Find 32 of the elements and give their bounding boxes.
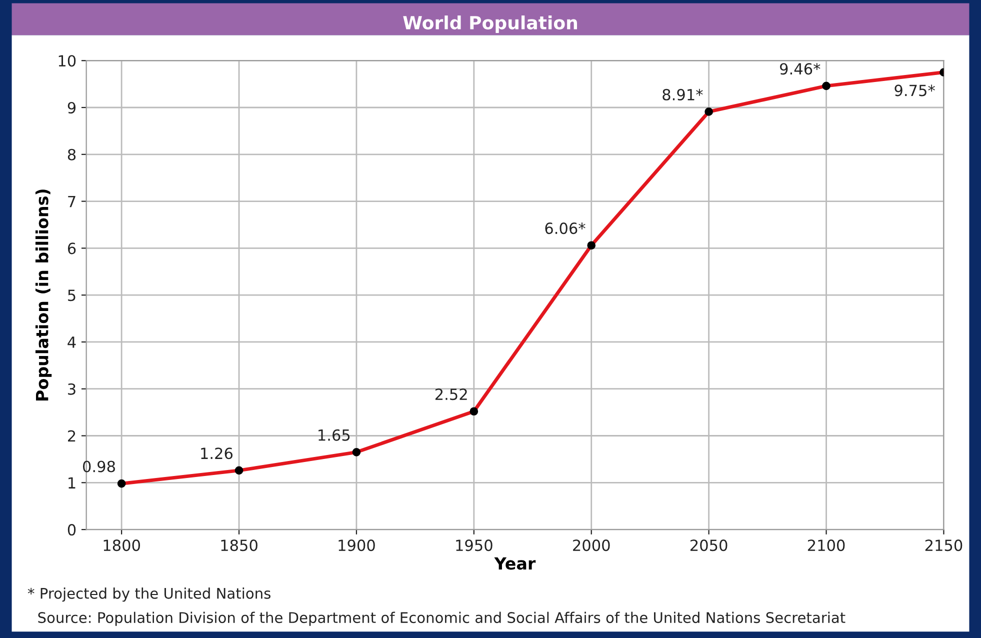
data-label: 6.06* — [545, 222, 586, 234]
y-tick-label: 1 — [68, 477, 76, 488]
y-tick-label: 8 — [68, 148, 76, 160]
y-tick-label: 5 — [68, 290, 76, 302]
y-tick-label: 0 — [68, 524, 76, 536]
x-tick-label: 2050 — [690, 540, 728, 552]
data-label: 9.75* — [894, 84, 935, 96]
x-tick-label: 1850 — [221, 540, 258, 552]
y-tick-label: 6 — [68, 242, 76, 254]
y-axis-title: Population (in billions) — [35, 190, 52, 400]
y-tick-label: 2 — [68, 430, 76, 442]
x-tick-label: 1950 — [456, 540, 492, 552]
x-axis-title: Year — [494, 557, 536, 570]
y-tick-label: 10 — [58, 55, 76, 67]
data-label: 8.91* — [662, 88, 703, 100]
x-tick-label: 1800 — [104, 540, 140, 552]
data-label: 2.52 — [435, 388, 467, 400]
source-note: Source: Population Division of the Department of Economic and Social Affairs of the United Nations Secretariat — [38, 612, 846, 626]
data-label: 1.26 — [201, 448, 232, 460]
y-tick-label: 4 — [68, 336, 76, 348]
text: * Projected by the United Nations — [28, 588, 270, 602]
x-tick-label: 2100 — [808, 540, 845, 552]
y-tick-label: 9 — [68, 102, 76, 114]
y-tick-label: 7 — [68, 196, 76, 208]
x-tick-label: 2000 — [573, 540, 610, 552]
chart-title: World Population — [403, 16, 578, 33]
x-tick-label: 1900 — [338, 540, 375, 552]
y-tick-label: 3 — [68, 383, 76, 395]
data-label: 9.46* — [780, 63, 820, 75]
data-label: 0.98 — [83, 460, 115, 472]
x-tick-label: 2150 — [925, 540, 962, 552]
data-label: 1.65 — [318, 429, 350, 441]
